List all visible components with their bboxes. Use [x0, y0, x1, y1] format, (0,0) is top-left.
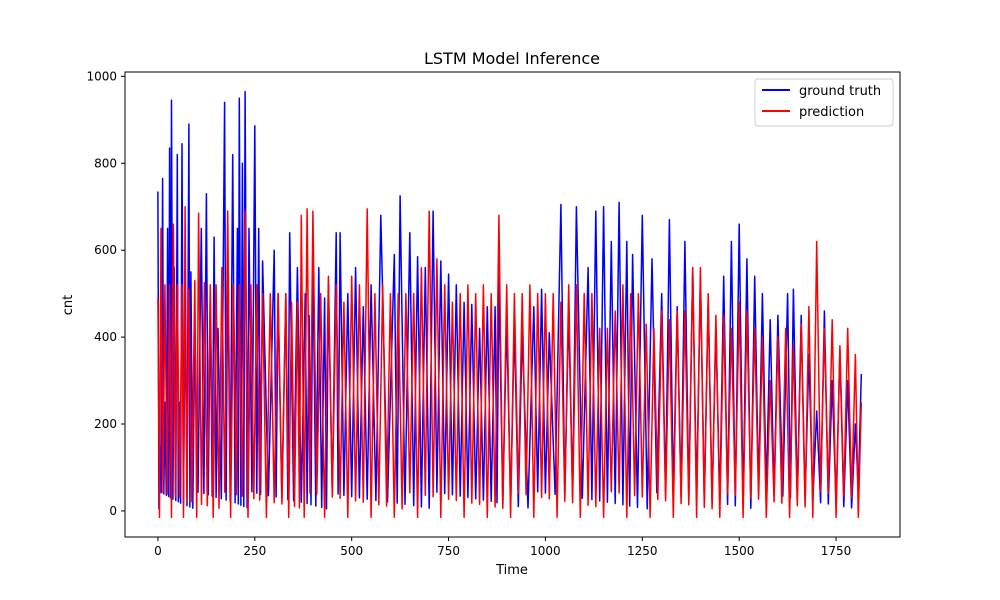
y-tick-label: 200 — [94, 417, 117, 431]
series-layer — [157, 90, 863, 519]
legend-label-prediction: prediction — [799, 105, 864, 120]
y-axis-label: cnt — [61, 295, 76, 315]
y-tick-label: 1000 — [86, 69, 117, 83]
x-axis-label: Time — [495, 563, 528, 578]
series-line-ground-truth — [157, 90, 863, 510]
y-tick-label: 600 — [94, 243, 117, 257]
x-tick-label: 500 — [340, 544, 363, 558]
y-tick-label: 800 — [94, 156, 117, 170]
chart-title: LSTM Model Inference — [424, 49, 600, 68]
x-tick-label: 1500 — [724, 544, 755, 558]
x-tick-label: 0 — [154, 544, 162, 558]
legend-label-ground-truth: ground truth — [799, 84, 881, 99]
plot-frame — [124, 71, 901, 538]
y-tick-label: 0 — [109, 504, 117, 518]
x-axis: 0 250 500 750 1000 1250 1500 1750 — [154, 537, 851, 558]
y-axis: 0 200 400 600 800 1000 — [86, 69, 125, 518]
series-line-prediction — [157, 205, 863, 519]
x-tick-label: 750 — [437, 544, 460, 558]
x-tick-label: 1000 — [530, 544, 561, 558]
y-tick-label: 400 — [94, 330, 117, 344]
x-tick-label: 1250 — [627, 544, 658, 558]
x-tick-label: 1750 — [821, 544, 852, 558]
x-tick-label: 250 — [243, 544, 266, 558]
legend: ground truth prediction — [754, 78, 894, 127]
